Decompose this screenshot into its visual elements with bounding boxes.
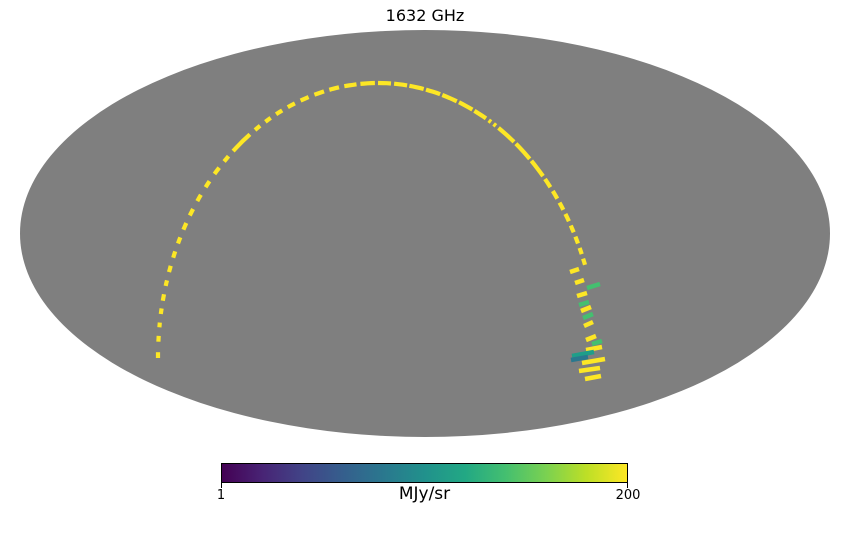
scan-dash [591, 338, 603, 347]
scan-dash [264, 116, 272, 124]
scan-dash [166, 265, 173, 273]
scan-dash [586, 281, 601, 291]
scan-dash [569, 266, 580, 275]
scan-dash [253, 124, 262, 132]
scan-dash [529, 159, 545, 178]
scan-dash [581, 356, 606, 366]
scan-dash [408, 83, 425, 92]
scan-dash [299, 95, 310, 103]
scan-dash [578, 365, 601, 374]
scan-dash [492, 122, 498, 128]
scan-dash [163, 279, 170, 287]
scan-dash [582, 311, 594, 321]
scan-dash [580, 304, 592, 314]
mollweide-ellipse [20, 30, 830, 437]
scan-dash [551, 189, 560, 200]
scan-dash [514, 142, 532, 161]
colorbar-tick-label-max: 200 [615, 488, 641, 503]
scan-dash [584, 373, 602, 382]
scan-dash [328, 85, 340, 92]
scan-dash [160, 293, 167, 302]
scan-dash [274, 108, 284, 117]
scan-ring [155, 80, 606, 382]
scan-dash [195, 193, 203, 203]
scan-dash [181, 222, 189, 231]
scan-dash [543, 177, 553, 189]
colorbar-unit-label: MJy/sr [398, 484, 451, 504]
scan-dash [576, 290, 588, 299]
scan-dash [557, 201, 566, 211]
scan-dash [176, 236, 183, 245]
scan-dash [578, 299, 590, 308]
scan-dash [158, 308, 164, 315]
scan-dash [487, 118, 493, 124]
scan-dash [568, 224, 576, 234]
colorbar-gradient [221, 463, 628, 483]
scan-dash [222, 154, 231, 163]
scan-dash [377, 80, 392, 86]
scan-dash [497, 126, 516, 144]
scan-dash [393, 81, 408, 88]
scan-dash [171, 250, 178, 259]
scan-dash [313, 89, 325, 97]
scan-dash [473, 109, 488, 121]
scan-dash [573, 235, 580, 245]
scan-dash [187, 208, 195, 217]
scan-dash [212, 166, 221, 176]
scan-dash [563, 212, 571, 223]
scan-dash [458, 100, 474, 112]
scan-dash [203, 180, 212, 189]
scan-dash [577, 247, 584, 255]
scan-dash [286, 101, 296, 110]
scan-dash [585, 333, 597, 343]
scan-dash [583, 319, 594, 329]
scan-dash [574, 277, 585, 286]
colorbar-tick-max [627, 483, 628, 488]
scan-dash [425, 87, 441, 97]
colorbar-tick-min [221, 483, 222, 488]
scan-dash [570, 354, 589, 363]
scan-dash [360, 80, 375, 86]
scan-dash [585, 344, 603, 353]
chart-title: 1632 GHz [385, 6, 465, 25]
colorbar-tick-label-min: 1 [216, 488, 226, 503]
scan-dash [231, 132, 252, 153]
scan-dash [343, 82, 357, 89]
scan-dash [581, 257, 588, 266]
scan-dash [441, 93, 458, 104]
scan-dash [571, 349, 595, 359]
